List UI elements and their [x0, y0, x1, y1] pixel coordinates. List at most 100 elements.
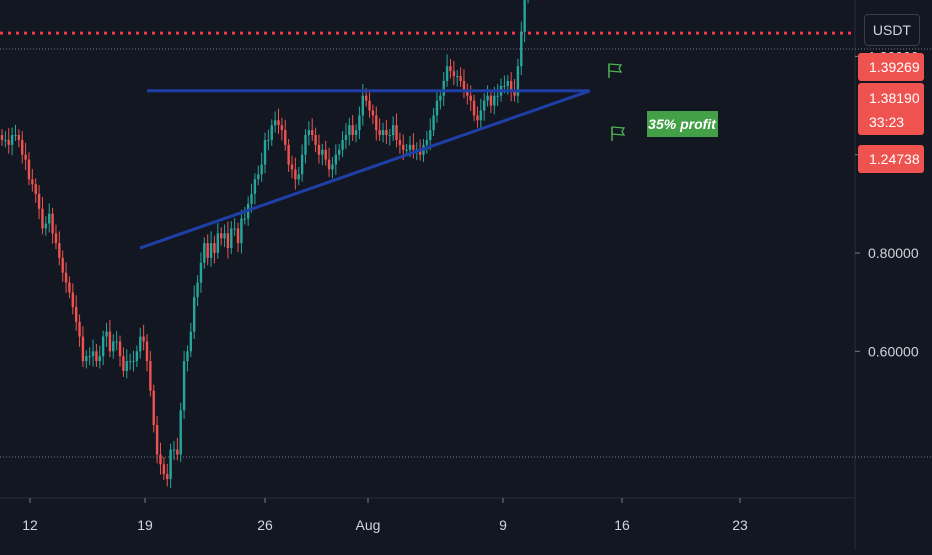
x-tick-label: 9 — [499, 517, 507, 533]
candle-body — [395, 125, 398, 140]
candle-body — [71, 292, 75, 308]
candle-body — [294, 169, 297, 180]
candle-body — [139, 336, 142, 352]
candle-body — [14, 135, 17, 137]
candle-body — [452, 71, 456, 77]
candle-body — [118, 341, 122, 357]
flag-icon — [611, 126, 626, 141]
candle-body — [324, 149, 327, 160]
candle-body — [162, 464, 166, 475]
candle-body — [520, 31, 523, 67]
candle-body — [287, 144, 290, 165]
candle-body — [74, 307, 78, 322]
candle-body — [368, 100, 371, 111]
candle-body — [91, 351, 95, 357]
candle-body — [486, 95, 489, 101]
candle-body — [267, 139, 270, 141]
candle-body — [213, 243, 216, 253]
candle-body — [354, 130, 358, 136]
candle-body — [304, 135, 307, 155]
candle-body — [290, 164, 294, 170]
candle-body — [112, 341, 115, 352]
price-badge-high — [858, 53, 924, 81]
candle-body — [132, 361, 135, 363]
candle-body — [479, 110, 483, 121]
candle-body — [203, 243, 206, 263]
candle-body — [307, 130, 311, 136]
candle-body — [85, 356, 88, 362]
candle-body — [21, 139, 24, 155]
candle-body — [182, 361, 186, 411]
candle-body — [472, 100, 476, 116]
candle-body — [321, 149, 324, 155]
candle-body — [341, 139, 344, 150]
candle-body — [159, 454, 162, 465]
candle-body — [230, 228, 233, 249]
candle-body — [385, 130, 388, 136]
candle-body — [412, 144, 415, 150]
currency-selector[interactable]: USDT — [863, 14, 920, 46]
candle-body — [344, 135, 348, 140]
candle-body — [351, 125, 354, 136]
candle-body — [439, 95, 442, 101]
candle-body — [331, 164, 334, 170]
candle-body — [193, 297, 196, 332]
candle-body — [418, 149, 422, 155]
x-tick-label: 16 — [614, 517, 630, 533]
countdown-label: 33:23 — [869, 114, 904, 130]
candle-body — [469, 95, 472, 101]
candle-body — [115, 341, 118, 343]
candle-body — [317, 144, 321, 155]
candle-body — [459, 76, 462, 81]
candle-body — [476, 115, 479, 121]
candle-body — [270, 125, 273, 140]
candle-body — [348, 125, 351, 136]
candle-body — [27, 159, 31, 180]
candle-body — [425, 139, 429, 145]
candle-body — [391, 125, 395, 136]
candles — [0, 0, 529, 488]
candle-body — [199, 262, 203, 283]
candle-body — [51, 213, 54, 234]
candle-body — [186, 351, 189, 362]
candle-body — [277, 120, 280, 126]
candle-body — [122, 356, 125, 371]
candle-body — [34, 184, 37, 195]
candle-body — [513, 90, 516, 96]
candle-body — [314, 135, 317, 145]
candle-body — [68, 282, 71, 293]
profit-badge — [647, 111, 718, 137]
candle-body — [0, 135, 4, 140]
candle-body — [516, 66, 520, 96]
candle-body — [135, 351, 139, 362]
candle-body — [378, 130, 381, 136]
candle-body — [466, 90, 469, 96]
candle-body — [125, 361, 128, 371]
price-badge-target-label: 1.24738 — [869, 151, 920, 167]
candle-body — [371, 110, 375, 116]
candle-body — [250, 194, 253, 204]
candle-body — [456, 76, 459, 78]
candle-body — [58, 243, 61, 258]
candle-body — [523, 0, 526, 32]
candle-body — [7, 139, 10, 145]
y-tick-label: 0.60000 — [868, 343, 919, 359]
candle-body — [257, 174, 260, 180]
candle-body — [223, 233, 226, 239]
candle-body — [206, 243, 209, 258]
candle-body — [273, 120, 277, 126]
candle-body — [429, 130, 432, 140]
candle-body — [216, 233, 220, 253]
candle-body — [260, 164, 263, 175]
candle-body — [435, 100, 439, 116]
price-badge-high-label: 1.39269 — [869, 59, 920, 75]
price-badge-target — [858, 145, 924, 173]
candle-body — [300, 154, 304, 175]
x-tick-label: Aug — [356, 517, 381, 533]
candle-body — [128, 361, 132, 363]
candle-body — [54, 233, 58, 244]
x-tick-label: 19 — [137, 517, 153, 533]
candle-body — [209, 243, 213, 258]
